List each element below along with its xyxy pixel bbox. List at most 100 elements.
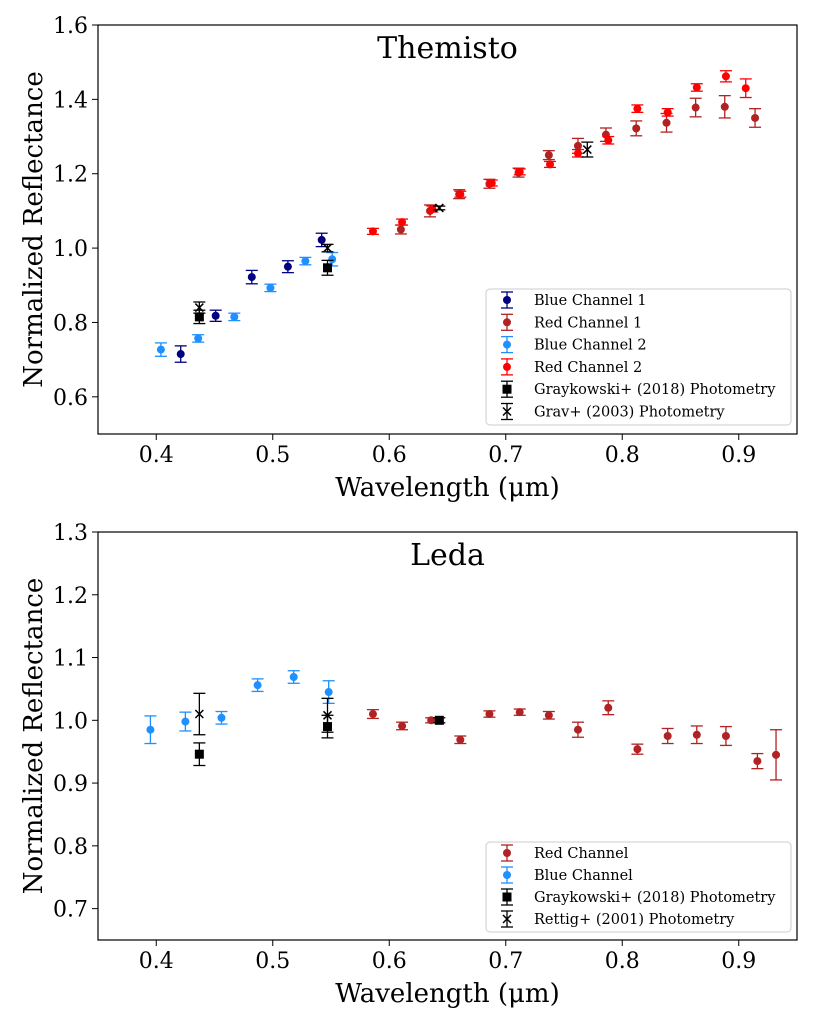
x-tick-label: 0.4	[139, 949, 174, 974]
data-point	[194, 303, 204, 313]
data-point	[328, 255, 337, 264]
data-point	[427, 716, 436, 725]
x-tick-label: 0.6	[372, 949, 407, 974]
data-point	[211, 311, 220, 320]
data-point	[604, 136, 613, 145]
legend-label: Blue Channel 2	[534, 338, 647, 354]
data-point	[434, 203, 444, 213]
y-tick-label: 0.9	[53, 772, 88, 797]
data-point	[720, 102, 729, 111]
data-point	[692, 83, 701, 92]
x-tick-label: 0.7	[488, 949, 523, 974]
series-2	[144, 670, 335, 745]
data-point	[582, 145, 592, 155]
data-point	[604, 703, 613, 712]
legend-marker	[503, 340, 511, 349]
y-tick-label: 1.3	[53, 521, 88, 546]
x-tick-label: 0.5	[255, 443, 290, 468]
y-tick-label: 1.2	[53, 584, 88, 609]
data-point	[181, 717, 190, 726]
data-point	[247, 273, 256, 282]
x-tick-label: 0.5	[255, 949, 290, 974]
data-point	[368, 227, 377, 236]
data-point	[283, 262, 292, 271]
data-point	[217, 713, 226, 722]
legend-marker	[502, 384, 512, 394]
data-point	[434, 715, 444, 725]
legend-label: Blue Channel 1	[534, 293, 647, 309]
legend: Red Channel Blue Channel Graykowski+ (2018…	[485, 841, 792, 933]
legend-marker	[503, 871, 511, 879]
data-point	[573, 149, 582, 158]
y-tick-label: 1.6	[53, 14, 88, 39]
series-4	[193, 692, 334, 736]
legend-marker	[503, 362, 511, 371]
legend: Blue Channel 1 Red Channel 1 Blue Channel …	[485, 288, 792, 426]
legend-label: Red Channel 2	[534, 360, 642, 376]
x-tick-label: 0.4	[139, 443, 174, 468]
data-point	[289, 672, 298, 681]
data-point	[398, 218, 407, 227]
legend-marker	[503, 318, 511, 327]
x-tick-label: 0.6	[372, 443, 407, 468]
data-point	[398, 721, 407, 730]
data-point	[317, 235, 326, 244]
data-point	[721, 732, 730, 740]
legend-marker	[502, 914, 512, 924]
x-tick-label: 0.9	[721, 443, 756, 468]
data-point	[662, 118, 671, 127]
data-point	[253, 681, 262, 690]
legend-box	[485, 288, 792, 426]
chart-title: Themisto	[377, 31, 518, 66]
y-tick-label: 0.6	[53, 386, 88, 411]
data-point	[301, 257, 310, 266]
x-axis-label: Wavelength (μm)	[335, 979, 559, 1009]
series-1	[366, 700, 783, 781]
data-point	[156, 345, 165, 354]
chart-panel-2: 0.4 0.5 0.6 0.7 0.8 0.9 0.7 0.8 0.9 1.0 1.1 1.2 1.3 L…	[19, 521, 798, 1009]
data-point	[194, 312, 204, 322]
data-point	[396, 225, 405, 234]
x-axis-label: Wavelength (μm)	[335, 473, 559, 503]
data-point	[368, 710, 377, 719]
data-point	[456, 190, 465, 199]
legend-marker	[503, 849, 511, 857]
data-point	[515, 708, 524, 717]
y-tick-label: 1.0	[53, 709, 88, 734]
series-4	[366, 70, 752, 236]
data-point	[428, 205, 437, 214]
data-point	[573, 725, 582, 734]
plot-frame	[97, 24, 798, 435]
data-point	[323, 263, 333, 273]
data-point	[485, 710, 494, 719]
y-tick-label: 0.8	[53, 835, 88, 860]
data-point	[751, 113, 760, 122]
x-tick-label: 0.7	[488, 443, 523, 468]
data-point	[546, 160, 555, 169]
y-tick-label: 1.1	[53, 647, 88, 672]
data-point	[230, 312, 239, 321]
y-tick-label: 1.4	[53, 88, 88, 113]
data-point	[176, 350, 185, 359]
plot-frame	[97, 531, 798, 941]
y-tick-label: 1.0	[53, 237, 88, 262]
data-point	[266, 283, 275, 292]
data-point	[322, 710, 333, 720]
y-axis-label: Normalized Reflectance	[19, 71, 49, 388]
x-tick-label: 0.8	[605, 949, 640, 974]
data-point	[194, 709, 204, 719]
series-6	[193, 141, 594, 314]
y-tick-label: 0.7	[53, 898, 88, 923]
chart-panel-1: 0.4 0.5 0.6 0.7 0.8 0.9 0.6 0.8 1.0 1.2 1.4 1.6 Them…	[19, 14, 798, 503]
legend-label: Graykowski+ (2018) Photometry	[534, 890, 776, 906]
data-point	[691, 103, 700, 112]
data-point	[633, 104, 642, 113]
data-point	[324, 688, 333, 697]
legend-box	[485, 841, 792, 933]
legend-label: Grav+ (2003) Photometry	[534, 405, 725, 421]
legend-label: Rettig+ (2001) Photometry	[534, 912, 735, 928]
data-point	[753, 757, 762, 766]
data-point	[573, 141, 582, 150]
y-tick-label: 1.2	[53, 163, 88, 188]
chart-title: Leda	[410, 538, 485, 573]
